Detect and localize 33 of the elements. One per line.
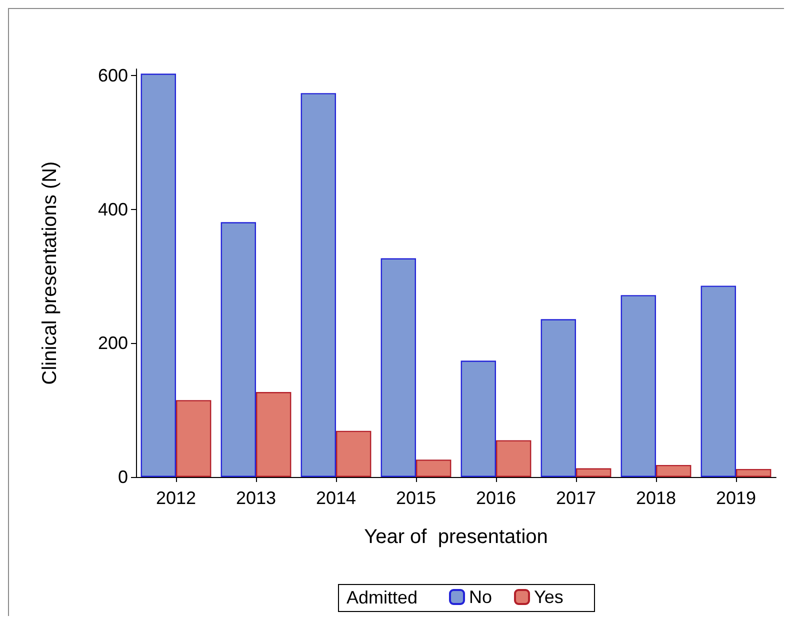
y-axis-title: Clinical presentations (N) [39, 161, 61, 385]
legend-label: Yes [534, 587, 564, 607]
y-tick-label: 0 [118, 467, 128, 487]
bar [576, 468, 612, 477]
y-tick-label: 400 [98, 199, 128, 220]
bar [300, 93, 336, 477]
x-tick-label: 2014 [316, 488, 356, 508]
bar [380, 258, 416, 477]
y-tick-label: 200 [98, 333, 128, 354]
bar [700, 286, 736, 477]
y-tick-label: 600 [98, 66, 128, 86]
x-tick-label: 2016 [476, 488, 516, 508]
bar [656, 464, 692, 477]
bar [140, 74, 176, 477]
x-axis-title: Year of presentation [364, 526, 548, 548]
x-tick-label: 2015 [396, 488, 436, 508]
x-tick-label: 2019 [716, 488, 756, 508]
x-tick-label: 2013 [236, 488, 276, 508]
bar [176, 400, 212, 477]
x-tick-label: 2017 [556, 488, 596, 508]
bar [220, 222, 256, 477]
bar [416, 460, 452, 477]
legend-label: No [469, 587, 492, 607]
legend-title: Admitted [346, 588, 418, 608]
bar [540, 319, 576, 477]
x-tick-label: 2012 [156, 488, 196, 508]
bar [256, 392, 292, 477]
x-tick-label: 2018 [636, 488, 676, 508]
bar [460, 360, 496, 477]
bar [336, 430, 372, 477]
bar [496, 440, 532, 477]
bar [620, 295, 656, 477]
bar [736, 468, 772, 477]
